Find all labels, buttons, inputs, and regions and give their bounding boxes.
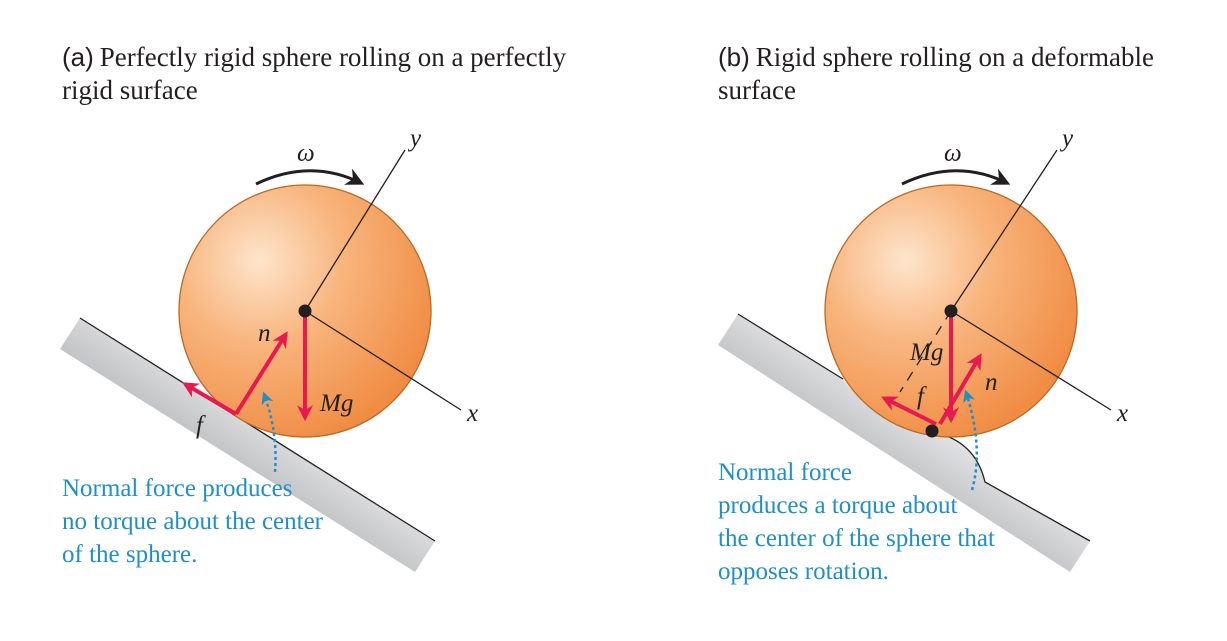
panel-b-x-axis	[950, 310, 1112, 411]
panel-a-friction-arrow	[182, 382, 238, 416]
panel-a-x-axis-label: x	[466, 400, 478, 427]
panel-b-note-line3: the center of the sphere that	[718, 525, 995, 552]
panel-a-x-axis	[304, 310, 462, 411]
panel-b-contact-dot	[925, 424, 939, 438]
panel-b-friction-arrow	[881, 396, 937, 426]
panel-a-note-pointer	[261, 391, 277, 473]
panel-b-center-dot	[944, 304, 958, 318]
panel-a-note-line2: no torque about the center	[62, 508, 324, 535]
panel-a-rotation-arrow	[255, 168, 365, 186]
panel-a-caption-line1: (a) Perfectly rigid sphere rolling on a p…	[62, 42, 567, 72]
panel-b-y-axis-label: y	[1059, 125, 1074, 152]
panel-b-normal-arrow	[938, 353, 982, 426]
panel-b-normal-label: n	[985, 369, 998, 396]
panel-a-friction-label: f	[196, 412, 206, 439]
panel-b-y-axis-dashed	[899, 310, 952, 393]
panel-a-rigid-surface	[60, 318, 435, 572]
panel-a-surface-edge	[79, 317, 436, 542]
panel-a-y-axis	[304, 149, 406, 312]
panel-b-caption-line2: surface	[718, 75, 796, 105]
panel-a-normal-label: n	[258, 320, 271, 347]
panel-a-y-axis-label: y	[407, 125, 422, 152]
panel-b-deformable-surface	[718, 314, 1090, 572]
panel-a-weight-label: Mg	[319, 390, 353, 417]
panel-a-normal-arrow	[234, 331, 288, 416]
panel-b-x-axis-label: x	[1116, 400, 1128, 427]
panel-a-caption-line2: rigid surface	[62, 75, 198, 105]
panel-b: (b) Rigid sphere rolling on a deformable …	[718, 42, 1154, 585]
panel-b-note-line2: produces a torque about	[718, 492, 958, 519]
panel-b-caption-line1: (b) Rigid sphere rolling on a deformable	[718, 42, 1154, 72]
panel-b-note-line1: Normal force	[718, 459, 852, 486]
panel-b-omega-label: ω	[944, 140, 962, 167]
panel-a-omega-label: ω	[297, 140, 315, 167]
panel-b-note-line4: opposes rotation.	[718, 558, 889, 585]
panel-b-weight-label: Mg	[909, 339, 943, 366]
panel-b-rotation-arrow	[901, 168, 1011, 186]
panel-b-friction-label: f	[917, 383, 927, 410]
panel-a-center-dot	[298, 304, 312, 318]
panel-a-note-line3: of the sphere.	[62, 541, 197, 568]
panel-a: (a) Perfectly rigid sphere rolling on a p…	[60, 42, 567, 572]
panel-a-note-line1: Normal force produces	[62, 475, 292, 502]
panel-b-y-axis	[950, 149, 1058, 312]
